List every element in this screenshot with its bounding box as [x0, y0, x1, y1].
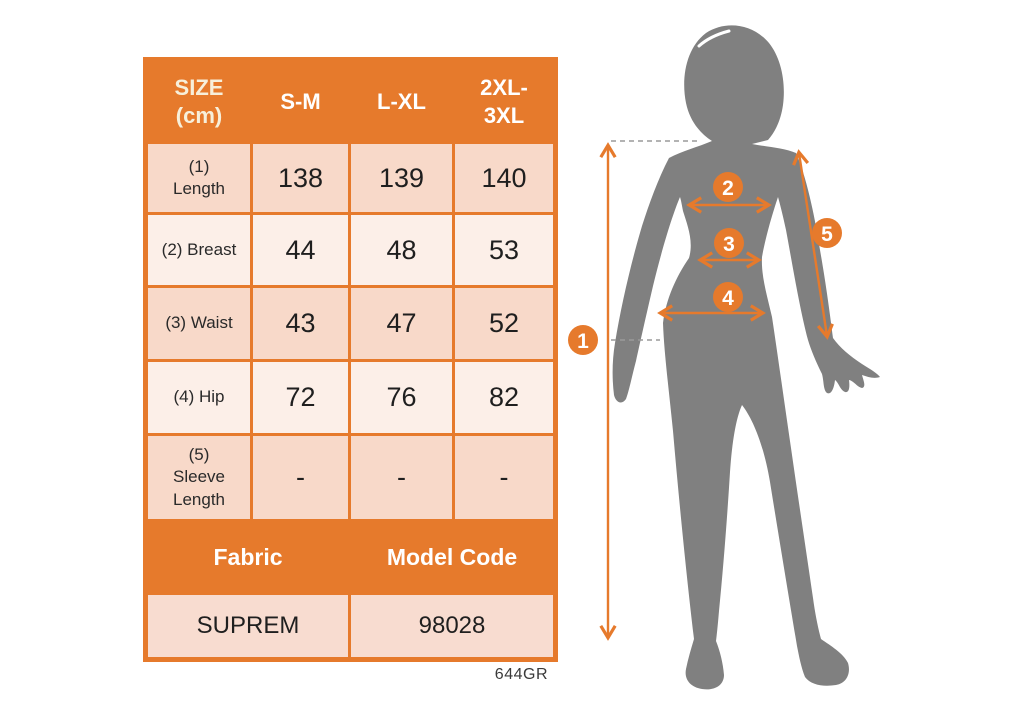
sleeve-s-m: -: [250, 433, 351, 522]
waist-s-m: 43: [250, 285, 351, 362]
female-silhouette: [612, 25, 880, 690]
hair-crease-line: [697, 29, 731, 48]
table-row-sleeve-length: (5) Sleeve Length - - -: [144, 433, 557, 522]
fabric-values-row: SUPREM 98028: [144, 592, 557, 661]
row-label-breast: (2) Breast: [144, 212, 253, 288]
measure-badge-2: 2: [713, 172, 743, 202]
hip-s-m: 72: [250, 359, 351, 436]
row-label-waist: (3) Waist: [144, 285, 253, 362]
badge-3-number: 3: [723, 233, 735, 256]
length-2xl-3xl: 140: [452, 141, 557, 215]
measure-badge-1: 1: [568, 325, 598, 355]
table-row-length: (1) Length 138 139 140: [144, 141, 557, 215]
waist-l-xl: 47: [348, 285, 455, 362]
col-header-2xl-3xl: 2XL- 3XL: [452, 58, 557, 144]
col-header-s-m: S-M: [250, 58, 351, 144]
fabric-value: SUPREM: [144, 592, 351, 661]
hip-2xl-3xl: 82: [452, 359, 557, 436]
breast-s-m: 44: [250, 212, 351, 288]
table-header-row: SIZE (cm) S-M L-XL 2XL- 3XL: [144, 58, 557, 144]
breast-l-xl: 48: [348, 212, 455, 288]
row-label-length: (1) Length: [144, 141, 253, 215]
reference-dashed-lines: [611, 140, 700, 341]
fabric-header: Fabric: [144, 519, 351, 595]
breast-2xl-3xl: 53: [452, 212, 557, 288]
badge-1-number: 1: [577, 330, 589, 353]
measurement-arrows: [599, 142, 834, 641]
table-row-hip: (4) Hip 72 76 82: [144, 359, 557, 436]
measure-badge-5: 5: [812, 218, 842, 248]
row-label-hip: (4) Hip: [144, 359, 253, 436]
col-header-size-cm: SIZE (cm): [144, 58, 253, 144]
table-row-breast: (2) Breast 44 48 53: [144, 212, 557, 288]
fabric-header-row: Fabric Model Code: [144, 519, 557, 595]
row-label-sleeve-length: (5) Sleeve Length: [144, 433, 253, 522]
col-header-l-xl: L-XL: [348, 58, 455, 144]
product-code-label: 644GR: [494, 666, 548, 683]
length-l-xl: 139: [348, 141, 455, 215]
model-code-header: Model Code: [348, 519, 557, 595]
measure-badge-4: 4: [713, 282, 743, 312]
sleeve-2xl-3xl: -: [452, 433, 557, 522]
badge-2-number: 2: [722, 177, 734, 200]
badge-5-number: 5: [821, 223, 833, 246]
sleeve-arrow: [792, 149, 834, 340]
table-row-waist: (3) Waist 43 47 52: [144, 285, 557, 362]
hip-l-xl: 76: [348, 359, 455, 436]
size-chart-table: SIZE (cm) S-M L-XL 2XL- 3XL (1) Length 1…: [143, 57, 558, 662]
sleeve-l-xl: -: [348, 433, 455, 522]
badge-4-number: 4: [722, 287, 734, 310]
measure-badge-3: 3: [714, 228, 744, 258]
model-code-value: 98028: [348, 592, 557, 661]
length-s-m: 138: [250, 141, 351, 215]
waist-2xl-3xl: 52: [452, 285, 557, 362]
